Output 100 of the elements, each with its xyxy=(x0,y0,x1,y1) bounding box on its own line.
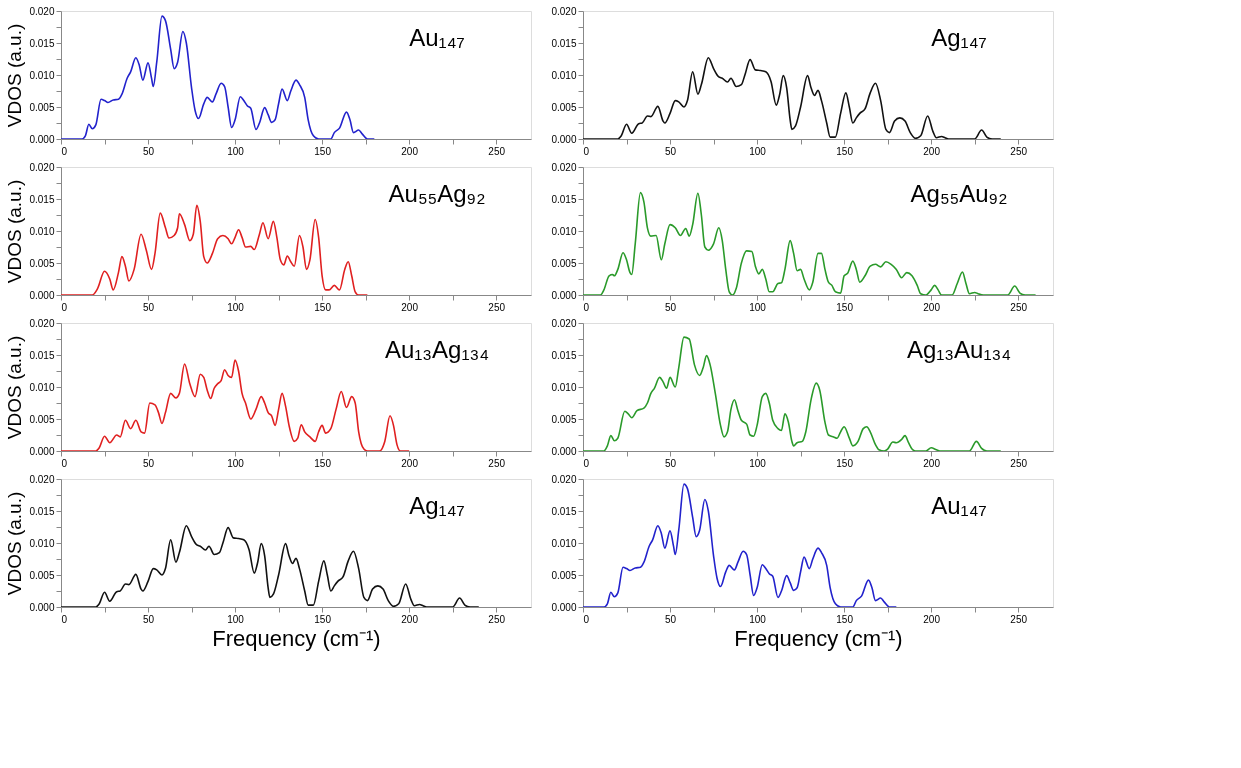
y-tick-label: 0.015 xyxy=(551,37,577,49)
annotation: Ag₁₃Au₁₃₄ xyxy=(906,336,1012,364)
y-tick-label: 0.015 xyxy=(29,37,55,49)
annotation: Au₅₅Ag₉₂ xyxy=(388,180,486,208)
x-tick-label: 0 xyxy=(61,301,68,313)
x-tick-label: 50 xyxy=(142,613,155,625)
x-tick-label: 50 xyxy=(664,613,677,625)
y-tick-label: 0.005 xyxy=(29,257,55,269)
y-tick-label: 0.000 xyxy=(29,601,55,613)
y-tick-label: 0.015 xyxy=(29,349,55,361)
y-tick-label: 0.020 xyxy=(29,161,55,173)
y-tick-label: 0.000 xyxy=(551,601,577,613)
y-tick-label: 0.010 xyxy=(29,381,55,393)
line-series xyxy=(61,15,376,139)
x-tick-label: 0 xyxy=(61,457,68,469)
line-series xyxy=(61,524,480,607)
annotation: Au₁₃Ag₁₃₄ xyxy=(384,336,490,364)
x-tick-label: 250 xyxy=(1010,301,1028,313)
y-tick-label: 0.015 xyxy=(551,505,577,517)
y-tick-label: 0.000 xyxy=(551,289,577,301)
y-tick-label: 0.020 xyxy=(551,473,577,485)
annotation: Ag₁₄₇ xyxy=(931,24,987,52)
annotation: Ag₁₄₇ xyxy=(409,492,465,520)
y-tick-label: 0.005 xyxy=(29,413,55,425)
x-tick-label: 0 xyxy=(61,613,68,625)
y-tick-label: 0.005 xyxy=(29,101,55,113)
x-tick-label: 250 xyxy=(1010,457,1028,469)
x-tick-label: 200 xyxy=(401,145,419,157)
x-tick-label: 100 xyxy=(749,145,767,157)
x-axis-title: Frequency (cm⁻¹) xyxy=(734,625,903,651)
x-tick-label: 0 xyxy=(583,145,590,157)
x-tick-label: 100 xyxy=(227,613,245,625)
x-tick-label: 250 xyxy=(488,301,506,313)
y-axis-title: VDOS (a.u.) xyxy=(4,491,26,596)
x-tick-label: 100 xyxy=(227,145,245,157)
x-tick-label: 200 xyxy=(923,145,941,157)
x-tick-label: 200 xyxy=(401,457,419,469)
x-tick-label: 150 xyxy=(314,457,332,469)
y-tick-label: 0.020 xyxy=(29,317,55,329)
x-tick-label: 50 xyxy=(664,457,677,469)
x-tick-label: 250 xyxy=(488,457,506,469)
x-tick-label: 150 xyxy=(836,145,854,157)
y-tick-label: 0.020 xyxy=(551,161,577,173)
y-axis-title: VDOS (a.u.) xyxy=(4,179,26,284)
y-tick-label: 0.010 xyxy=(29,537,55,549)
x-tick-label: 50 xyxy=(664,145,677,157)
x-tick-label: 50 xyxy=(142,457,155,469)
x-tick-label: 200 xyxy=(923,613,941,625)
y-tick-label: 0.005 xyxy=(551,101,577,113)
y-axis-title: VDOS (a.u.) xyxy=(4,335,26,440)
y-tick-label: 0.015 xyxy=(29,193,55,205)
y-tick-label: 0.015 xyxy=(551,349,577,361)
x-tick-label: 150 xyxy=(836,613,854,625)
x-tick-label: 250 xyxy=(488,145,506,157)
x-tick-label: 50 xyxy=(664,301,677,313)
x-tick-label: 150 xyxy=(836,457,854,469)
line-series xyxy=(583,483,898,607)
y-axis-title: VDOS (a.u.) xyxy=(4,23,26,128)
y-tick-label: 0.015 xyxy=(551,193,577,205)
x-tick-label: 200 xyxy=(923,301,941,313)
y-tick-label: 0.000 xyxy=(29,445,55,457)
x-tick-label: 100 xyxy=(227,301,245,313)
line-series xyxy=(61,204,369,295)
y-tick-label: 0.020 xyxy=(551,317,577,329)
y-tick-label: 0.010 xyxy=(551,381,577,393)
y-tick-label: 0.020 xyxy=(29,473,55,485)
y-tick-label: 0.020 xyxy=(29,5,55,17)
y-tick-label: 0.000 xyxy=(29,133,55,145)
annotation: Ag₅₅Au₉₂ xyxy=(910,180,1008,208)
annotation: Au₁₄₇ xyxy=(409,24,465,52)
x-tick-label: 200 xyxy=(923,457,941,469)
x-tick-label: 250 xyxy=(488,613,506,625)
x-tick-label: 100 xyxy=(227,457,245,469)
y-tick-label: 0.010 xyxy=(551,225,577,237)
line-series xyxy=(583,56,1002,139)
x-tick-label: 150 xyxy=(836,301,854,313)
x-tick-label: 0 xyxy=(61,145,68,157)
y-tick-label: 0.000 xyxy=(551,445,577,457)
y-tick-label: 0.005 xyxy=(551,569,577,581)
x-axis-title: Frequency (cm⁻¹) xyxy=(212,625,381,651)
x-tick-label: 0 xyxy=(583,613,590,625)
y-tick-label: 0.010 xyxy=(551,69,577,81)
x-tick-label: 100 xyxy=(749,301,767,313)
x-tick-label: 0 xyxy=(583,457,590,469)
y-tick-label: 0.010 xyxy=(29,69,55,81)
x-tick-label: 0 xyxy=(583,301,590,313)
y-tick-label: 0.020 xyxy=(551,5,577,17)
y-tick-label: 0.005 xyxy=(551,257,577,269)
y-tick-label: 0.000 xyxy=(551,133,577,145)
y-tick-label: 0.000 xyxy=(29,289,55,301)
y-tick-label: 0.015 xyxy=(29,505,55,517)
annotation: Au₁₄₇ xyxy=(931,492,987,520)
x-tick-label: 150 xyxy=(314,145,332,157)
y-tick-label: 0.010 xyxy=(551,537,577,549)
x-tick-label: 100 xyxy=(749,613,767,625)
x-tick-label: 100 xyxy=(749,457,767,469)
x-tick-label: 200 xyxy=(401,301,419,313)
x-tick-label: 150 xyxy=(314,301,332,313)
x-tick-label: 250 xyxy=(1010,613,1028,625)
y-tick-label: 0.005 xyxy=(29,569,55,581)
